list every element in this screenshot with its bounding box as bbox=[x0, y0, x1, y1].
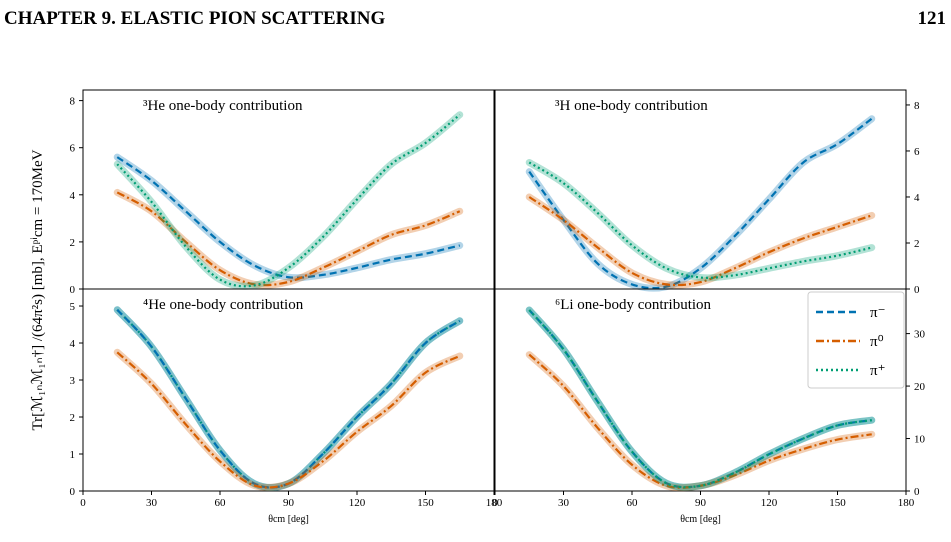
panel-title: ³He one-body contribution bbox=[143, 98, 303, 114]
series-line bbox=[116, 156, 461, 279]
x-axis-label: θcm [deg] bbox=[680, 514, 721, 525]
x-tick-label: 90 bbox=[695, 497, 707, 509]
y-tick-label: 4 bbox=[70, 338, 76, 350]
series-line bbox=[116, 351, 461, 489]
y-tick-label: 8 bbox=[914, 100, 920, 112]
x-tick-label: 90 bbox=[283, 497, 295, 509]
x-axis-label: θcm [deg] bbox=[268, 514, 309, 525]
x-tick-label: 0 bbox=[492, 497, 498, 509]
y-tick-label: 8 bbox=[70, 96, 76, 108]
legend-label: π⁺ bbox=[870, 363, 886, 379]
x-tick-label: 120 bbox=[349, 497, 366, 509]
y-tick-label: 0 bbox=[914, 284, 920, 296]
x-tick-label: 180 bbox=[486, 497, 503, 509]
y-tick-label: 3 bbox=[70, 375, 76, 387]
y-tick-label: 2 bbox=[70, 237, 76, 249]
x-tick-label: 120 bbox=[761, 497, 778, 509]
uncertainty-band bbox=[525, 115, 876, 292]
y-axis-label: Tr[ℳ₁ₙℳ₁ₙ†] /(64π²s) [mb], Eᵖⁱcm = 170Me… bbox=[30, 149, 46, 430]
series-line bbox=[528, 196, 873, 287]
y-tick-label: 0 bbox=[70, 284, 76, 296]
y-tick-label: 0 bbox=[914, 486, 920, 498]
panel-title: ³H one-body contribution bbox=[555, 98, 708, 114]
legend-label: π⁻ bbox=[870, 305, 886, 321]
x-tick-label: 30 bbox=[146, 497, 158, 509]
series-line bbox=[528, 117, 873, 290]
x-tick-label: 60 bbox=[215, 497, 227, 509]
y-tick-label: 10 bbox=[914, 434, 926, 446]
uncertainty-band bbox=[525, 158, 876, 282]
panel-frame bbox=[82, 288, 495, 492]
x-tick-label: 150 bbox=[829, 497, 846, 509]
series-line bbox=[528, 161, 873, 279]
chapter-header: CHAPTER 9. ELASTIC PION SCATTERING bbox=[4, 8, 386, 29]
x-tick-label: 150 bbox=[417, 497, 434, 509]
y-tick-label: 4 bbox=[70, 190, 76, 202]
y-tick-label: 1 bbox=[70, 449, 76, 461]
series-line bbox=[528, 309, 872, 489]
y-tick-label: 20 bbox=[914, 381, 926, 393]
y-tick-label: 6 bbox=[914, 146, 920, 158]
y-tick-label: 6 bbox=[70, 143, 76, 155]
panel-frame bbox=[494, 89, 907, 290]
y-tick-label: 4 bbox=[914, 192, 920, 204]
uncertainty-band bbox=[113, 153, 464, 282]
panel-title: ⁴He one-body contribution bbox=[143, 297, 304, 313]
x-tick-label: 180 bbox=[898, 497, 915, 509]
x-tick-label: 60 bbox=[627, 497, 639, 509]
y-tick-label: 2 bbox=[914, 238, 920, 250]
series-line bbox=[116, 113, 461, 288]
y-tick-label: 30 bbox=[914, 329, 926, 341]
y-tick-label: 0 bbox=[70, 486, 76, 498]
uncertainty-band bbox=[113, 111, 464, 290]
x-tick-label: 30 bbox=[558, 497, 570, 509]
panel-title: ⁶Li one-body contribution bbox=[555, 297, 712, 313]
legend-label: π⁰ bbox=[870, 334, 884, 350]
y-tick-label: 2 bbox=[70, 412, 76, 424]
y-tick-label: 5 bbox=[70, 301, 76, 313]
page-number: 121 bbox=[918, 8, 947, 29]
series-line bbox=[528, 353, 872, 489]
x-tick-label: 0 bbox=[80, 497, 86, 509]
